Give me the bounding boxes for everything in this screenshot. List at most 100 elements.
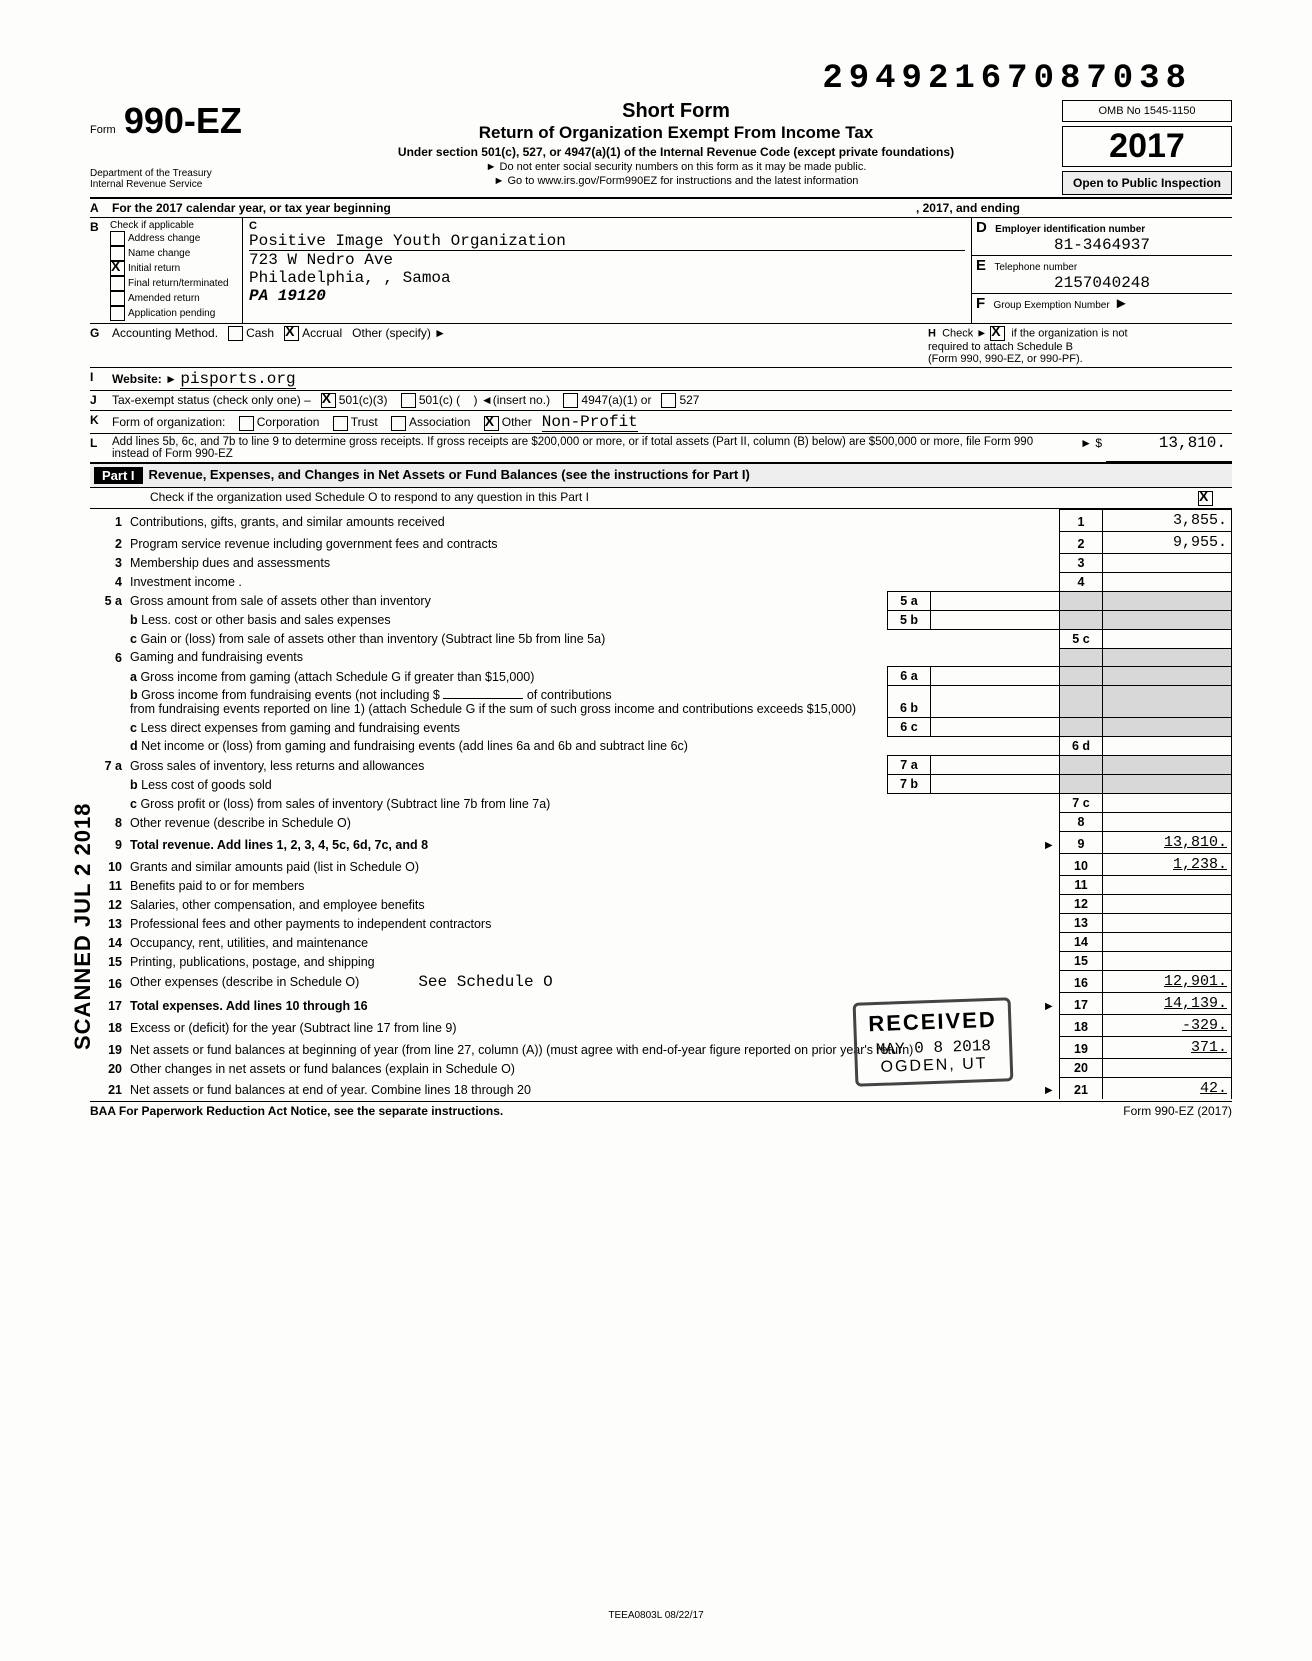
line-c-block: C Positive Image Youth Organization 723 … (243, 218, 972, 323)
cb-schedule-o[interactable] (1198, 491, 1213, 506)
line-d-label: Employer identification number (995, 224, 1145, 235)
opt-address: Address change (128, 233, 200, 244)
line-a-row: A For the 2017 calendar year, or tax yea… (90, 199, 1232, 218)
opt-corp: Corporation (257, 415, 320, 429)
org-name: Positive Image Youth Organization (249, 232, 965, 251)
line-i-row: I Website: ► pisports.org (90, 368, 1232, 391)
line-6-head: 6 Gaming and fundraising events (90, 648, 1232, 667)
cb-initial[interactable] (110, 261, 125, 276)
website: pisports.org (180, 370, 295, 389)
line-g-label: Accounting Method. (112, 326, 218, 340)
line-l-row: L Add lines 5b, 6c, and 7b to line 9 to … (90, 434, 1232, 463)
form-number: 990-EZ (124, 100, 242, 142)
cb-cash[interactable] (228, 326, 243, 341)
line-h-req: required to attach Schedule B (928, 341, 1073, 353)
line-l-arrow: ► $ (1058, 434, 1106, 462)
cb-other-org[interactable] (484, 416, 499, 431)
letter-j: J (90, 391, 108, 410)
line-13: 13Professional fees and other payments t… (90, 914, 1232, 933)
received-stamp: RECEIVED MAY 0 8 2018 OGDEN, UT (852, 997, 1013, 1086)
cb-address[interactable] (110, 231, 125, 246)
opt-501c: 501(c) ( (419, 393, 460, 407)
footer: BAA For Paperwork Reduction Act Notice, … (90, 1101, 1232, 1118)
line-16: 16Other expenses (describe in Schedule O… (90, 971, 1232, 993)
opt-final: Final return/terminated (128, 278, 229, 289)
line-e-label: Telephone number (994, 262, 1077, 273)
line-k-row: K Form of organization: Corporation Trus… (90, 411, 1232, 434)
bcdef-row: B Check if applicable Address change Nam… (90, 218, 1232, 324)
footer-left: BAA For Paperwork Reduction Act Notice, … (90, 1104, 503, 1118)
dln: 29492167087038 (822, 60, 1192, 98)
letter-l: L (90, 434, 108, 462)
line-4: 4Investment income .4 (90, 572, 1232, 591)
cb-527[interactable] (661, 393, 676, 408)
form-number-block: Form 990-EZ Department of the Treasury I… (90, 100, 290, 190)
center-title: Short Form Return of Organization Exempt… (290, 100, 1062, 187)
line-f-label: Group Exemption Number (994, 300, 1110, 311)
line-21: 21Net assets or fund balances at end of … (90, 1078, 1232, 1100)
opt-accrual: Accrual (302, 326, 342, 340)
letter-k: K (90, 411, 108, 433)
letter-h: H (928, 327, 939, 339)
ein: 81-3464937 (976, 236, 1228, 254)
letter-f: F (976, 295, 989, 312)
scanned-stamp: SCANNED JUL 2 2018 (70, 803, 96, 1050)
cb-trust[interactable] (333, 416, 348, 431)
letter-b: B (90, 218, 108, 323)
line-18: 18Excess or (deficit) for the year (Subt… (90, 1015, 1232, 1037)
title-sub: Under section 501(c), 527, or 4947(a)(1)… (290, 145, 1062, 159)
line-a-mid: , 2017, and ending (912, 199, 1024, 217)
cb-final[interactable] (110, 276, 125, 291)
cb-pending[interactable] (110, 306, 125, 321)
line-19: 19Net assets or fund balances at beginni… (90, 1037, 1232, 1059)
line-7c: c Gross profit or (loss) from sales of i… (90, 794, 1232, 813)
opt-cash: Cash (246, 326, 274, 340)
omb-box: OMB No 1545-1150 (1062, 100, 1232, 122)
teea-code: TEEA0803L 08/22/17 (608, 1610, 703, 1621)
line-5c: c Gain or (loss) from sale of assets oth… (90, 629, 1232, 648)
line-15: 15Printing, publications, postage, and s… (90, 952, 1232, 971)
line-2: 2Program service revenue including gover… (90, 531, 1232, 553)
letter-a: A (90, 199, 108, 217)
opt-insert: ) ◄(insert no.) (474, 393, 551, 407)
cb-amended[interactable] (110, 291, 125, 306)
line-6c: c Less direct expenses from gaming and f… (90, 718, 1232, 737)
line-h-text: Check ► (942, 327, 987, 339)
opt-527: 527 (679, 393, 699, 407)
line-20: 20Other changes in net assets or fund ba… (90, 1059, 1232, 1078)
letter-c: C (249, 220, 965, 232)
cb-corp[interactable] (239, 416, 254, 431)
org-street: 723 W Nedro Ave (249, 251, 965, 269)
gh-row: G Accounting Method. Cash Accrual Other … (90, 324, 1232, 368)
title-goto: Go to www.irs.gov/Form990EZ for instruct… (290, 175, 1062, 187)
line-5b: b Less. cost or other basis and sales ex… (90, 610, 1232, 629)
opt-initial: Initial return (128, 263, 180, 274)
title-warn: Do not enter social security numbers on … (290, 161, 1062, 173)
title-block: Form 990-EZ Department of the Treasury I… (90, 100, 1232, 199)
line-9: 9Total revenue. Add lines 1, 2, 3, 4, 5c… (90, 832, 1232, 854)
part1-box: Part I (94, 467, 143, 484)
cb-501c3[interactable] (321, 393, 336, 408)
line-7b: b Less cost of goods sold 7 b (90, 775, 1232, 794)
dept-line2: Internal Revenue Service (90, 179, 290, 190)
received-title: RECEIVED (867, 1007, 996, 1037)
cb-501c[interactable] (401, 393, 416, 408)
footer-right: Form 990-EZ (2017) (1123, 1104, 1232, 1118)
line-h-block: H Check ► if the organization is not req… (924, 324, 1232, 367)
phone: 2157040248 (976, 274, 1228, 292)
cb-accrual[interactable] (284, 326, 299, 341)
year-box: 2017 (1062, 126, 1232, 167)
right-col: OMB No 1545-1150 2017 Open to Public Ins… (1062, 100, 1232, 195)
line-k-label: Form of organization: (112, 415, 225, 429)
cb-h[interactable] (990, 326, 1005, 341)
opt-4947: 4947(a)(1) or (581, 393, 651, 407)
line-7a: 7 a Gross sales of inventory, less retur… (90, 756, 1232, 775)
cb-4947[interactable] (563, 393, 578, 408)
cb-assoc[interactable] (391, 416, 406, 431)
line-11: 11Benefits paid to or for members11 (90, 876, 1232, 895)
line-12: 12Salaries, other compensation, and empl… (90, 895, 1232, 914)
lines-table: 1Contributions, gifts, grants, and simil… (90, 509, 1232, 1100)
line-l-value: 13,810. (1106, 434, 1232, 462)
org-city: Philadelphia, , Samoa (249, 269, 965, 287)
line-h-par: (Form 990, 990-EZ, or 990-PF). (928, 353, 1083, 365)
